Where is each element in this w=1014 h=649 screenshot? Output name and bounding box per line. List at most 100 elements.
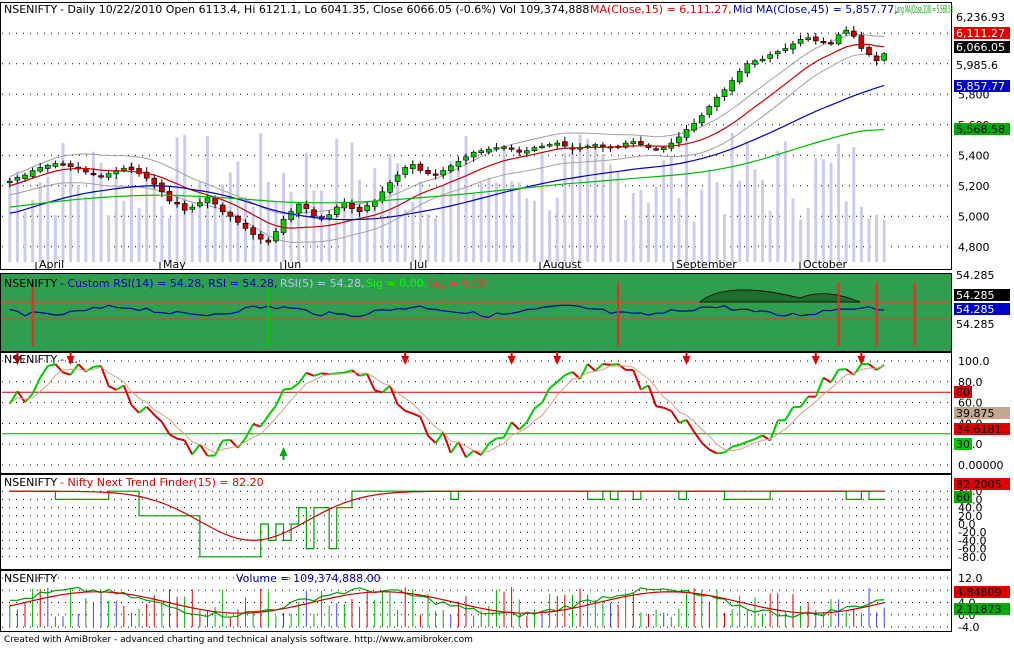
- volume-bar: [570, 144, 574, 262]
- candle-body: [105, 173, 112, 178]
- candle-body: [440, 170, 446, 176]
- trend-tick-label: 0.0: [958, 518, 976, 531]
- stochastic-panel[interactable]: [0, 352, 952, 474]
- price-last-label-bg: [954, 27, 1010, 39]
- candle-body: [478, 150, 485, 153]
- candle-body: [143, 171, 150, 179]
- stoch-k-segment: [549, 381, 558, 389]
- candle-body: [22, 174, 28, 180]
- candle-body: [197, 202, 203, 207]
- stoch-k-segment: [655, 405, 664, 409]
- stoch-k-segment: [222, 438, 231, 442]
- sig1-label: Sig = 0.00,: [366, 277, 427, 290]
- stoch-k-segment: [830, 369, 840, 383]
- candle-body: [546, 144, 553, 147]
- stoch-k-segment: [449, 441, 460, 454]
- stoch-k-segment: [799, 396, 809, 408]
- sell-arrow-icon: [682, 352, 691, 365]
- stoch-k-segment: [510, 421, 520, 431]
- volume-bar: [829, 162, 833, 262]
- candle-body: [774, 51, 781, 55]
- trend-panel-title-name: - Nifty Next Trend Finder(15) = 82.20: [60, 476, 264, 489]
- candle-body: [356, 206, 363, 212]
- candle-body: [29, 170, 36, 177]
- price-last-label: 6,236.93: [956, 11, 1005, 24]
- sell-arrow-icon: [857, 352, 866, 365]
- stoch-k-segment: [701, 441, 710, 451]
- rsi-line: [9, 304, 885, 319]
- stoch-k-segment: [31, 377, 42, 395]
- candle-body: [729, 80, 735, 92]
- stoch-k-segment: [496, 436, 505, 440]
- stoch-k-segment: [259, 414, 270, 428]
- candle-body: [174, 201, 180, 205]
- lower-band-line: [9, 53, 885, 243]
- volume-bar: [487, 177, 491, 262]
- sig2-label: Sig = 0.00: [428, 277, 486, 290]
- stoch-k-segment: [336, 371, 345, 375]
- stoch-k-segment: [708, 448, 718, 455]
- candle-body: [622, 142, 629, 148]
- volume-bar: [15, 171, 19, 262]
- volume-bar: [540, 155, 544, 262]
- stoch-k-segment: [412, 412, 421, 418]
- volume-bar: [776, 150, 780, 262]
- volume-bar: [586, 138, 590, 262]
- trend-finder-panel[interactable]: [0, 474, 952, 570]
- stoch-tick-label: 60.0: [958, 397, 983, 410]
- candle-body: [417, 163, 424, 171]
- volume-bar: [464, 136, 468, 262]
- stoch-k-segment: [16, 390, 26, 403]
- candle-body: [653, 148, 659, 151]
- candle-body: [387, 182, 393, 193]
- stoch-k-segment: [115, 384, 125, 391]
- candle-body: [250, 227, 256, 235]
- stoch-k-segment: [556, 374, 566, 383]
- stoch-tick-label: 100.0: [958, 355, 990, 368]
- rsi-hump-area: [698, 289, 861, 303]
- volume-bar: [601, 154, 605, 262]
- stoch-k-segment: [130, 404, 140, 414]
- volume-bar: [23, 211, 27, 262]
- volume-bar: [380, 185, 384, 262]
- candle-body: [660, 147, 667, 150]
- sell-arrow-icon: [13, 352, 22, 365]
- candle-body: [820, 41, 827, 44]
- volume-bar: [190, 211, 194, 262]
- candle-body: [166, 191, 173, 202]
- candle-body: [448, 165, 454, 172]
- volume-bar: [61, 142, 65, 262]
- trend-last-label: 60: [956, 491, 970, 504]
- ma45-line: [9, 84, 885, 221]
- volume-bar: [114, 177, 118, 262]
- stoch-k-segment: [191, 443, 201, 456]
- candle-body: [90, 173, 97, 176]
- stoch-k-segment: [176, 437, 185, 442]
- candle-body: [227, 211, 234, 217]
- volume-panel-title-symbol: NSENIFTY: [4, 572, 57, 585]
- volume-oscillator-panel[interactable]: [0, 570, 952, 632]
- candle-body: [463, 156, 469, 161]
- stoch-k-segment: [434, 431, 445, 444]
- candle-body: [219, 204, 226, 212]
- stoch-k-segment: [716, 451, 725, 455]
- month-label: September: [676, 258, 737, 271]
- month-label: April: [39, 258, 64, 271]
- ma15-line: [9, 43, 885, 229]
- candle-body: [767, 54, 773, 59]
- rsi-panel[interactable]: [0, 273, 952, 352]
- stoch-k-segment: [769, 420, 779, 441]
- stoch-k-segment: [366, 373, 376, 391]
- price-last-label: 6,111.27: [956, 27, 1005, 40]
- volume-bar: [53, 214, 57, 262]
- ma100-line: [9, 128, 885, 208]
- trend-last-label: 82.2005: [956, 478, 1002, 491]
- stoch-last-label: 39.875: [956, 407, 995, 420]
- price-panel[interactable]: [0, 2, 952, 270]
- volume-last-label-bg: [954, 603, 1010, 615]
- candle-body: [638, 141, 644, 145]
- candle-body: [128, 166, 135, 171]
- candle-body: [121, 167, 127, 171]
- stoch-k-segment: [8, 390, 19, 405]
